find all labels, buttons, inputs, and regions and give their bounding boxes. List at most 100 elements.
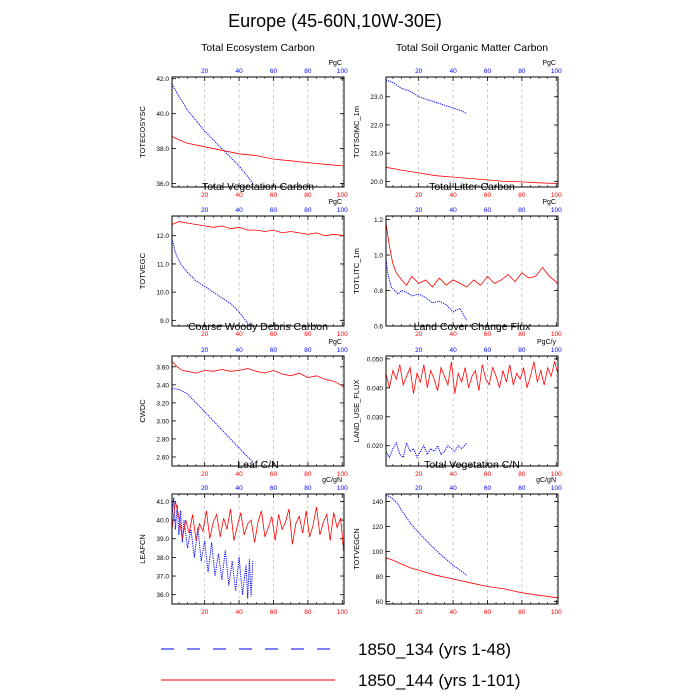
y-axis-label: TOTVEGC xyxy=(138,252,147,289)
y-tick-label: 36.0 xyxy=(156,592,169,599)
series-line-1 xyxy=(172,238,254,326)
unit-label: PgC xyxy=(542,60,556,67)
y-tick-label: 80 xyxy=(376,574,384,581)
chart-panel-3: Total Vegetation Carbon PgC 20 20 40 40 60 60 80… xyxy=(138,181,348,338)
x-tick-label-bottom: 80 xyxy=(304,609,312,616)
x-tick-label-top: 60 xyxy=(484,347,492,354)
legend: 1850_134 (yrs 1-48) 1850_144 (yrs 1-101) xyxy=(161,640,521,690)
y-axis-label: TOTLITC_1m xyxy=(352,248,361,294)
panel-title: Total Vegetation C/N xyxy=(424,459,520,471)
legend-label-2: 1850_144 (yrs 1-101) xyxy=(358,671,521,690)
x-tick-label-bottom: 20 xyxy=(415,609,423,616)
x-tick-label-top: 80 xyxy=(304,485,312,492)
x-tick-label-bottom: 40 xyxy=(235,609,243,616)
x-tick-label-top: 40 xyxy=(235,347,243,354)
y-tick-label: 0.030 xyxy=(367,414,384,421)
x-tick-label-top: 40 xyxy=(449,207,457,214)
series-line-1 xyxy=(172,83,254,184)
x-tick-label-top: 40 xyxy=(449,347,457,354)
x-tick-label-top: 20 xyxy=(415,207,423,214)
series-line-1 xyxy=(172,388,254,462)
y-tick-label: 100 xyxy=(372,549,383,556)
series-line-1 xyxy=(172,497,254,599)
x-tick-label-bottom: 40 xyxy=(235,471,243,478)
chart-panels: Total Ecosystem Carbon PgC 20 20 40 40 60 60 80 8… xyxy=(138,42,562,616)
chart-panel-2: Total Soil Organic Matter Carbon PgC 20 20 4… xyxy=(352,42,562,199)
y-tick-label: 11.0 xyxy=(157,261,170,268)
x-tick-label-top: 100 xyxy=(551,347,562,354)
y-tick-label: 1.2 xyxy=(374,217,383,224)
x-tick-label-bottom: 60 xyxy=(484,331,492,338)
y-tick-label: 0.050 xyxy=(367,356,384,363)
x-tick-label-top: 80 xyxy=(518,207,526,214)
series-line-2 xyxy=(172,221,344,237)
x-tick-label-bottom: 80 xyxy=(304,192,312,199)
x-tick-label-bottom: 40 xyxy=(235,331,243,338)
x-tick-label-top: 100 xyxy=(337,68,348,75)
x-tick-label-bottom: 100 xyxy=(551,471,562,478)
x-tick-label-top: 80 xyxy=(304,347,312,354)
x-tick-label-bottom: 40 xyxy=(449,471,457,478)
x-tick-label-bottom: 60 xyxy=(270,609,278,616)
y-tick-label: 21.0 xyxy=(370,151,383,158)
y-tick-label: 12.0 xyxy=(156,233,169,240)
y-axis-label: LEAFCN xyxy=(138,534,147,564)
y-tick-label: 41.0 xyxy=(156,499,169,506)
x-tick-label-top: 20 xyxy=(201,207,209,214)
series-line-2 xyxy=(386,166,558,184)
panel-title: Leaf C/N xyxy=(237,459,278,471)
plot-frame xyxy=(171,355,345,467)
y-tick-label: 39.0 xyxy=(156,536,169,543)
x-tick-label-top: 80 xyxy=(518,347,526,354)
y-tick-label: 60 xyxy=(376,599,384,606)
chart-panel-8: Total Vegetation C/N gC/gN 20 20 40 40 60 60 80 8… xyxy=(352,459,562,616)
y-axis-label: TOTSOMC_1m xyxy=(352,106,361,158)
x-tick-label-bottom: 60 xyxy=(484,609,492,616)
y-axis-label: TOTVEGCN xyxy=(352,528,361,570)
x-tick-label-top: 100 xyxy=(551,207,562,214)
y-tick-label: 36.0 xyxy=(156,181,169,188)
plot-frame xyxy=(385,355,559,467)
x-tick-label-bottom: 60 xyxy=(270,331,278,338)
x-tick-label-bottom: 60 xyxy=(484,471,492,478)
x-tick-label-top: 60 xyxy=(270,207,278,214)
x-tick-label-bottom: 20 xyxy=(415,471,423,478)
x-tick-label-top: 20 xyxy=(201,68,209,75)
x-tick-label-bottom: 60 xyxy=(270,192,278,199)
x-tick-label-bottom: 100 xyxy=(551,192,562,199)
panel-title: Land Cover Change Flux xyxy=(414,321,531,333)
chart-panel-7: Leaf C/N gC/gN 20 20 40 40 60 60 80 80 100 100 36.0 3… xyxy=(138,459,348,616)
x-tick-label-bottom: 80 xyxy=(518,471,526,478)
x-tick-label-top: 20 xyxy=(415,347,423,354)
y-tick-label: 40.0 xyxy=(156,111,169,118)
x-tick-label-top: 80 xyxy=(304,68,312,75)
x-tick-label-bottom: 100 xyxy=(337,331,348,338)
y-tick-label: 120 xyxy=(372,524,383,531)
x-tick-label-top: 60 xyxy=(484,207,492,214)
y-tick-label: 3.60 xyxy=(156,364,169,371)
y-tick-label: 9.0 xyxy=(160,318,169,325)
x-tick-label-top: 100 xyxy=(551,68,562,75)
plot-frame xyxy=(385,76,559,188)
plot-frame xyxy=(171,215,345,327)
y-tick-label: 23.0 xyxy=(370,94,383,101)
unit-label: PgC/y xyxy=(537,339,557,346)
plot-frame xyxy=(385,493,559,605)
series-line-1 xyxy=(386,79,468,115)
series-line-2 xyxy=(386,360,558,394)
x-tick-label-top: 60 xyxy=(484,68,492,75)
chart-panel-6: Land Cover Change Flux PgC/y 20 20 40 40 60 60 8… xyxy=(352,321,562,478)
x-tick-label-top: 100 xyxy=(551,485,562,492)
y-tick-label: 40.0 xyxy=(156,518,169,525)
y-tick-label: 38.0 xyxy=(156,555,169,562)
series-line-2 xyxy=(172,136,344,167)
x-tick-label-top: 40 xyxy=(449,68,457,75)
y-tick-label: 37.0 xyxy=(156,574,169,581)
x-tick-label-top: 40 xyxy=(449,485,457,492)
x-tick-label-top: 100 xyxy=(337,485,348,492)
panel-title: Total Vegetation Carbon xyxy=(202,181,314,193)
series-line-2 xyxy=(172,501,344,554)
y-tick-label: 38.0 xyxy=(156,146,169,153)
x-tick-label-bottom: 100 xyxy=(337,471,348,478)
x-tick-label-bottom: 80 xyxy=(304,471,312,478)
